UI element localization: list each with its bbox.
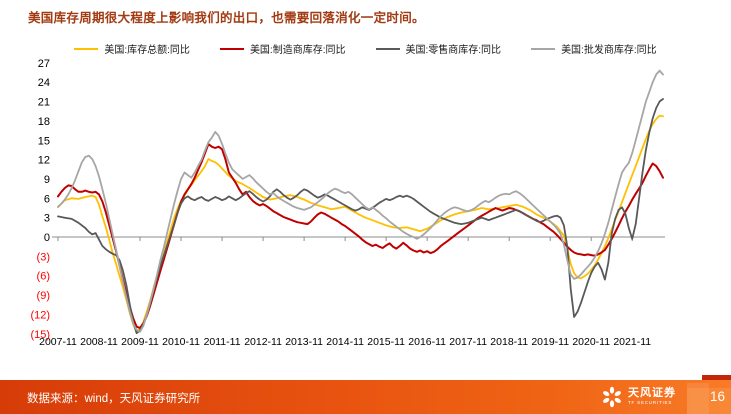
page-title: 美国库存周期很大程度上影响我们的出口，也需要回落消化一定时间。	[28, 11, 425, 25]
x-axis-label: 2016-11	[408, 336, 446, 348]
y-axis-label: 24	[38, 77, 50, 89]
y-axis-label: (9)	[37, 290, 50, 302]
legend-line-swatch	[531, 47, 556, 50]
legend-item-2: 美国:零售商库存:同比	[375, 41, 502, 56]
x-axis-label: 2009-11	[121, 336, 159, 348]
brand-name: 天风证券	[628, 387, 676, 400]
x-axis-label: 2008-11	[80, 336, 118, 348]
x-axis-label: 2013-11	[285, 336, 323, 348]
legend-item-1: 美国:制造商库存:同比	[219, 41, 346, 56]
footer-decoration	[687, 383, 709, 414]
y-axis-label: (3)	[37, 251, 50, 263]
footer-decoration	[687, 388, 731, 414]
chart-legend: 美国:库存总额:同比 美国:制造商库存:同比 美国:零售商库存:同比 美国:批发商库存…	[0, 41, 731, 56]
legend-item-0: 美国:库存总额:同比	[74, 41, 190, 56]
footer-bar	[0, 380, 731, 414]
x-axis-label: 2018-11	[490, 336, 528, 348]
y-axis-label: 6	[44, 193, 50, 205]
legend-line-swatch	[375, 47, 400, 50]
series-line-3	[57, 69, 664, 333]
legend-line-swatch	[219, 47, 244, 50]
x-axis-label: 2017-11	[449, 336, 487, 348]
tf-logo-flower-icon	[603, 386, 621, 408]
x-axis-label: 2010-11	[162, 336, 200, 348]
legend-label: 美国:库存总额:同比	[104, 45, 190, 56]
legend-label: 美国:批发商库存:同比	[561, 45, 657, 56]
y-axis-label: 21	[38, 97, 50, 109]
y-axis-label: 3	[44, 213, 50, 225]
y-axis-label: 0	[44, 232, 50, 244]
x-axis-label: 2015-11	[367, 336, 405, 348]
x-axis-label: 2019-11	[531, 336, 569, 348]
y-axis-label: 9	[44, 174, 50, 186]
legend-label: 美国:制造商库存:同比	[249, 45, 346, 56]
x-axis-label: 2021-11	[613, 336, 651, 348]
y-axis-label: (6)	[37, 271, 50, 283]
y-axis-label: 18	[38, 116, 50, 128]
brand-subtitle: TF SECURITIES	[628, 400, 673, 406]
x-axis-label: 2014-11	[326, 336, 364, 348]
legend-label: 美国:零售商库存:同比	[405, 45, 502, 56]
y-axis-label: (12)	[30, 309, 50, 321]
legend-line-swatch	[74, 47, 99, 50]
x-axis-label: 2007-11	[39, 336, 77, 348]
x-axis-label: 2011-11	[204, 336, 241, 348]
inventory-yoy-line-chart: 2007-11 2008-11 2009-11 2010-11 2011-11 2012-…	[30, 58, 665, 348]
x-axis-label: 2020-11	[572, 336, 610, 348]
y-axis-label: 27	[38, 58, 50, 70]
legend-item-3: 美国:批发商库存:同比	[531, 41, 657, 56]
page-number: 16	[709, 389, 725, 404]
x-axis-label: 2012-11	[244, 336, 282, 348]
y-axis-label: (15)	[30, 329, 50, 341]
tf-securities-logo: 天风证券 TF SECURITIES	[601, 386, 676, 408]
y-axis-label: 12	[38, 155, 50, 167]
data-source-text: 数据来源：wind，天风证券研究所	[27, 393, 201, 405]
footer-corner-accent	[702, 375, 731, 381]
y-axis-label: 15	[38, 135, 50, 147]
